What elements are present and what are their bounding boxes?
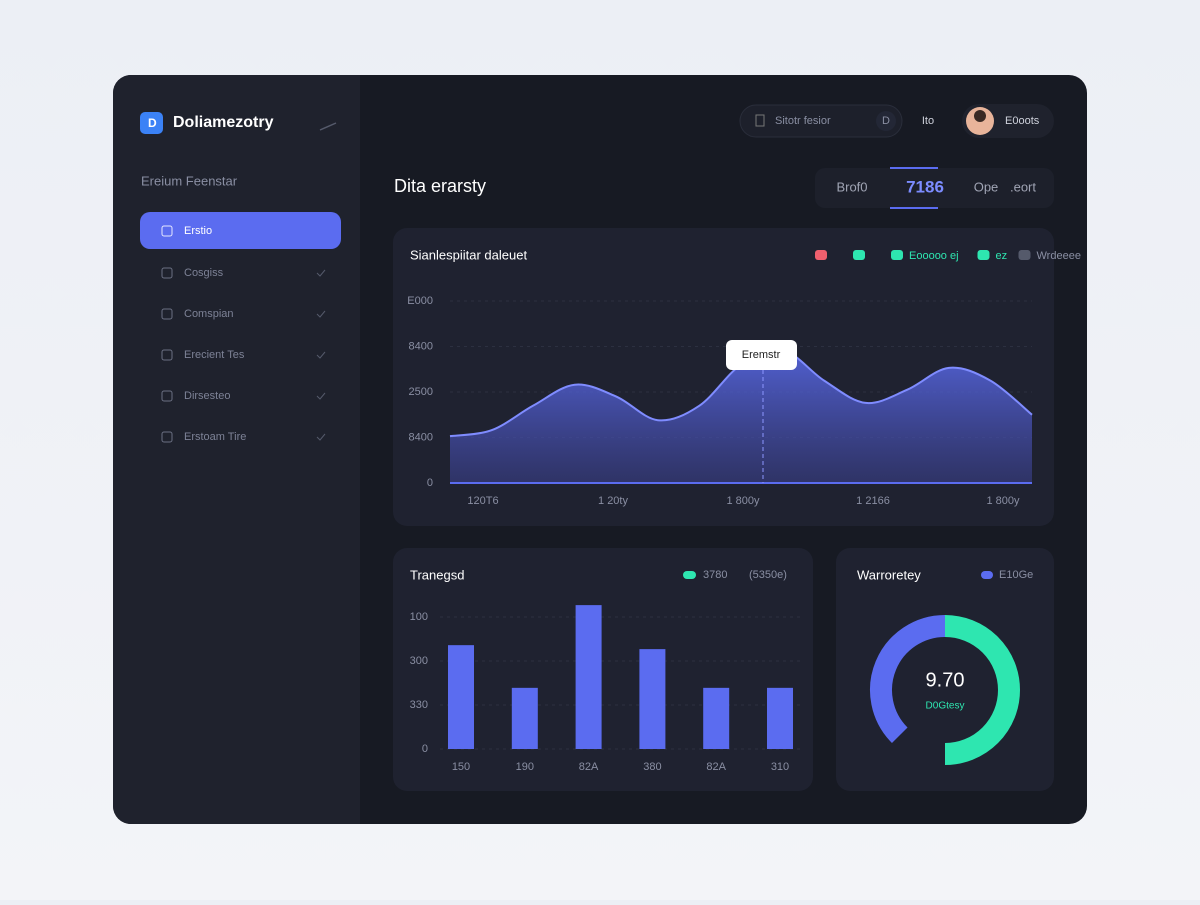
legend-swatch <box>891 250 903 260</box>
area-fill <box>450 349 1032 483</box>
search-icon <box>755 114 765 127</box>
x-tick-label: 1 2166 <box>856 495 890 507</box>
search-key <box>876 111 896 131</box>
legend-label: 3780 <box>703 569 727 581</box>
legend-label: Wrdeeee <box>1037 250 1081 262</box>
y-tick-label: 8400 <box>409 340 433 352</box>
bar <box>639 649 666 749</box>
tooltip-label: Eremstr <box>742 349 781 361</box>
nav-icon <box>161 431 173 443</box>
x-tick-label: 82A <box>706 761 726 773</box>
donut-label: D0Gtesy <box>926 701 965 712</box>
legend-label: E10Ge <box>999 569 1033 581</box>
nav-check <box>316 351 326 359</box>
nav-icon <box>161 308 173 320</box>
nav-label[interactable]: Comspian <box>184 308 234 320</box>
y-tick-label: 100 <box>410 611 428 623</box>
legend-swatch <box>1018 250 1031 260</box>
legend-swatch <box>853 250 865 260</box>
sidebar-section: Ereium Feenstar <box>141 173 238 188</box>
donut-chart: E10Ge <box>870 569 1033 765</box>
nav-label[interactable]: Erstio <box>184 225 212 237</box>
x-tick-label: 1 800y <box>986 495 1020 507</box>
y-tick-label: 330 <box>410 699 428 711</box>
x-tick-label: 1 800y <box>726 495 760 507</box>
tab-group: Brof0 7186 Ope .eort <box>836 167 1036 209</box>
x-tick-label: 1 20ty <box>598 495 628 507</box>
nav-active[interactable] <box>140 212 341 249</box>
y-tick-label: 8400 <box>409 431 433 443</box>
brand: Doliamezotry <box>173 114 274 131</box>
x-tick-label: 82A <box>579 761 599 773</box>
donut-segment <box>944 615 1020 765</box>
x-tick-label: 380 <box>643 761 661 773</box>
bar-title: Tranegsd <box>410 567 464 582</box>
legend-label: (5350e) <box>749 569 787 581</box>
nav-label[interactable]: Dirsesteo <box>184 390 230 402</box>
search-placeholder: Sitotr fesior <box>775 115 831 127</box>
bar <box>511 687 538 749</box>
legend-label: ez <box>996 250 1008 262</box>
nav: Erstio Cosgiss Comspian Erecient Tes Dirsest… <box>140 212 341 443</box>
y-tick-label: 300 <box>410 655 428 667</box>
x-tick-label: 120T6 <box>467 495 498 507</box>
x-tick-label: 150 <box>452 761 470 773</box>
nav-check <box>316 269 326 277</box>
user-name: E0oots <box>1005 115 1040 127</box>
y-tick-label: E000 <box>407 295 433 307</box>
page-title: Dita erarsty <box>394 176 486 196</box>
nav-icon <box>161 225 173 237</box>
y-tick-label: 0 <box>427 477 433 489</box>
collapse-icon[interactable] <box>319 122 337 131</box>
tab[interactable]: Ope <box>974 179 999 194</box>
nav-check <box>316 433 326 441</box>
legend-swatch <box>815 250 827 260</box>
y-tick-label: 2500 <box>409 386 433 398</box>
y-tick-label: 0 <box>422 743 428 755</box>
donut-title: Warroretey <box>857 567 921 582</box>
area-title: Sianlespiitar daleuet <box>410 247 527 262</box>
nav-label[interactable]: Cosgiss <box>184 267 224 279</box>
logo <box>140 112 163 134</box>
nav-icon <box>161 349 173 361</box>
legend-swatch <box>683 571 696 579</box>
tab[interactable]: 7186 <box>906 177 944 196</box>
bar <box>448 645 474 749</box>
nav-label[interactable]: Erstoam Tire <box>184 431 246 443</box>
donut-segment <box>870 615 946 744</box>
donut-value: 9.70 <box>926 669 965 691</box>
legend-swatch <box>981 571 993 579</box>
x-tick-label: 190 <box>516 761 534 773</box>
nav-icon <box>161 267 173 279</box>
x-tick-label: 310 <box>771 761 789 773</box>
logo-letter: D <box>148 116 157 130</box>
sidebar <box>113 75 360 824</box>
tab[interactable]: .eort <box>1010 179 1036 194</box>
tab[interactable]: Brof0 <box>836 179 867 194</box>
nav-icon <box>161 390 173 402</box>
legend-swatch <box>977 250 990 260</box>
search-key-label: D <box>882 115 890 127</box>
bar <box>575 605 602 749</box>
nav-check <box>316 310 326 318</box>
avatar-hair <box>974 110 986 122</box>
nav-label[interactable]: Erecient Tes <box>184 349 245 361</box>
search-box[interactable] <box>739 104 903 138</box>
tabs <box>815 168 1054 208</box>
bar-chart: 0 330 300 100 150 190 82A 380 82A 310 3780 (5350e) <box>410 569 800 773</box>
header-link[interactable]: Ito <box>922 115 934 127</box>
nav-check <box>316 392 326 400</box>
bar <box>767 687 793 749</box>
legend-label: Eooooo ej <box>909 250 959 262</box>
bar <box>703 687 730 749</box>
tooltip <box>726 340 797 370</box>
